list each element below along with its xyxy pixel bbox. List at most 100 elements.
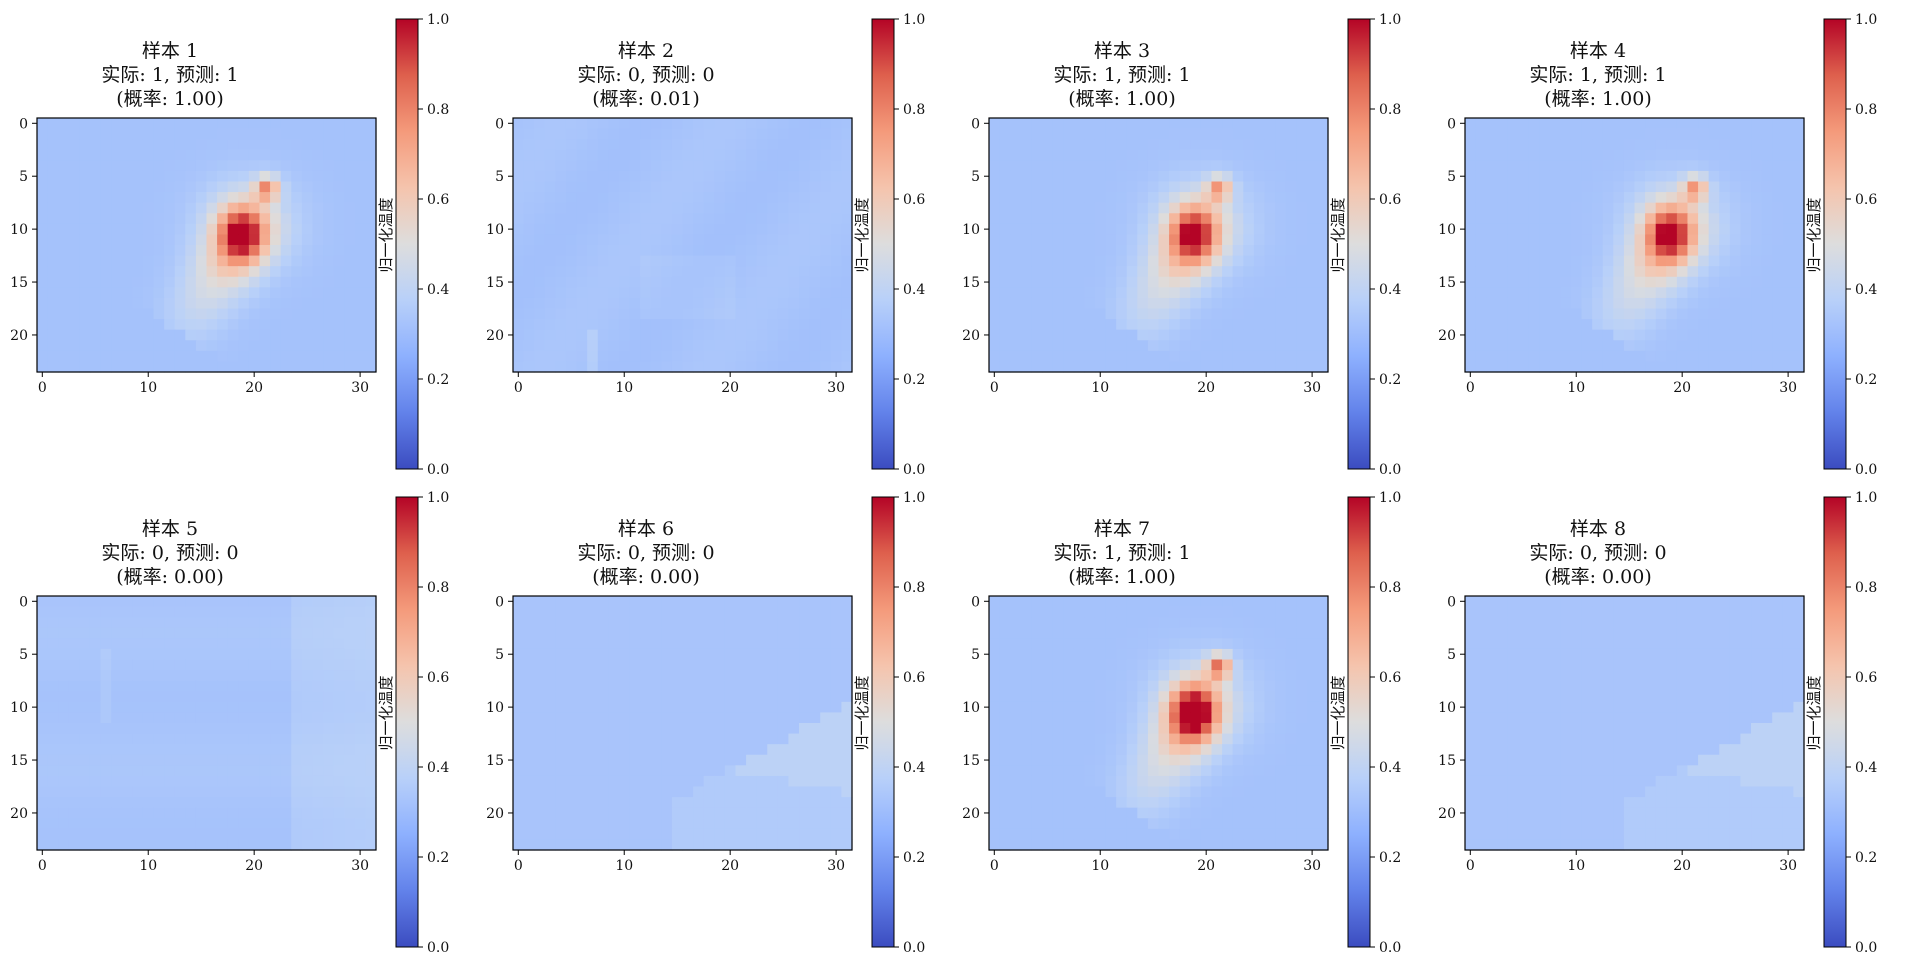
heatmap-cell	[1179, 287, 1191, 299]
heatmap-cell	[47, 606, 59, 618]
heatmap-cell	[1073, 308, 1085, 320]
heatmap-cell	[1158, 319, 1170, 331]
heatmap-cell	[693, 733, 705, 745]
heatmap-cell	[323, 245, 335, 257]
heatmap-cell	[227, 181, 239, 193]
heatmap-cell	[1465, 213, 1477, 225]
heatmap-cell	[788, 712, 800, 724]
heatmap-cell	[1782, 192, 1794, 204]
heatmap-cell	[58, 308, 70, 320]
heatmap-cell	[185, 744, 197, 756]
heatmap-cell	[1052, 181, 1064, 193]
heatmap-cell	[544, 192, 556, 204]
heatmap-cell	[1094, 308, 1107, 320]
heatmap-cell	[259, 627, 271, 639]
heatmap-cell	[544, 659, 556, 671]
heatmap-cell	[1116, 223, 1128, 236]
heatmap-cell	[841, 638, 853, 650]
heatmap-cell	[323, 648, 335, 661]
heatmap-cell	[534, 627, 546, 639]
heatmap-cell	[608, 350, 620, 363]
heatmap-cell	[788, 170, 800, 183]
heatmap-cell	[164, 648, 176, 661]
heatmap-cell	[1634, 319, 1646, 331]
heatmap-cell	[1306, 266, 1318, 278]
heatmap-cell	[1592, 340, 1604, 352]
heatmap-cell	[999, 287, 1011, 299]
heatmap-cell	[1190, 118, 1202, 130]
heatmap-cell	[1517, 245, 1530, 257]
heatmap-cell	[640, 818, 652, 830]
heatmap-cell	[354, 638, 366, 650]
heatmap-cell	[1475, 181, 1487, 193]
heatmap-cell	[270, 181, 282, 193]
heatmap-cell	[724, 223, 737, 236]
heatmap-cell	[195, 255, 208, 267]
heatmap-cell	[629, 797, 641, 809]
heatmap-cell	[587, 128, 599, 140]
heatmap-cell	[354, 202, 366, 214]
heatmap-cell	[608, 765, 620, 777]
heatmap-cell	[767, 596, 779, 608]
heatmap-cell	[618, 192, 631, 204]
heatmap-cell	[1169, 266, 1181, 278]
heatmap-cell	[841, 139, 853, 151]
heatmap-cell	[270, 192, 282, 204]
heatmap-cell	[587, 775, 599, 788]
heatmap-cell	[174, 170, 186, 183]
heatmap-cell	[1602, 255, 1614, 267]
heatmap-cell	[111, 361, 123, 373]
heatmap-cell	[1243, 308, 1255, 320]
heatmap-cell	[365, 712, 377, 724]
heatmap-cell	[724, 350, 737, 363]
heatmap-cells	[37, 596, 377, 851]
heatmap-cell	[576, 287, 588, 299]
heatmap-cell	[1602, 329, 1614, 341]
heatmap-cell	[301, 234, 314, 246]
heatmap-cell	[301, 213, 314, 225]
heatmap-cell	[1602, 181, 1614, 193]
heatmap-cell	[809, 128, 821, 140]
heatmap-cell	[185, 606, 197, 618]
heatmap-cell	[523, 712, 535, 724]
heatmap-cell	[1200, 361, 1213, 373]
heatmap-cell	[1623, 329, 1636, 341]
heatmap-cell	[1211, 350, 1223, 363]
heatmap-cell	[1317, 596, 1329, 608]
heatmap-cell	[1634, 234, 1646, 246]
heatmap-cell	[1782, 139, 1794, 151]
heatmap-cell	[174, 276, 186, 288]
heatmap-cell	[1782, 223, 1794, 236]
heatmap-cell	[333, 234, 345, 246]
heatmap-cell	[724, 744, 737, 756]
heatmap-cell	[618, 659, 631, 671]
heatmap-cell	[1105, 149, 1117, 161]
heatmap-cell	[777, 839, 790, 851]
heatmap-cell	[608, 149, 620, 161]
heatmap-cell	[1539, 276, 1551, 288]
heatmap-cell	[618, 648, 631, 661]
heatmap-cell	[1560, 181, 1572, 193]
heatmap-cell	[1010, 192, 1022, 204]
heatmap-cell	[618, 712, 631, 724]
heatmap-cell	[1116, 192, 1128, 204]
heatmap-cell	[1666, 160, 1678, 172]
heatmap-cell	[735, 181, 747, 193]
heatmap-cell	[671, 680, 684, 692]
heatmap-cell	[111, 245, 123, 257]
heatmap-cell	[1761, 192, 1773, 204]
heatmap-cell	[841, 648, 853, 661]
heatmap-cell	[629, 691, 641, 703]
heatmap-cell	[259, 245, 271, 257]
heatmap-cell	[650, 828, 662, 841]
heatmap-cell	[714, 181, 726, 193]
heatmap-cell	[1052, 234, 1064, 246]
heatmap-cell	[767, 617, 779, 629]
heatmap-cell	[174, 297, 186, 310]
heatmap-cell	[746, 617, 758, 629]
heatmap-cell	[312, 797, 324, 809]
heatmap-cell	[174, 350, 186, 363]
heatmap-cell	[618, 765, 631, 777]
heatmap-cell	[121, 744, 133, 756]
heatmap-cell	[756, 670, 768, 682]
